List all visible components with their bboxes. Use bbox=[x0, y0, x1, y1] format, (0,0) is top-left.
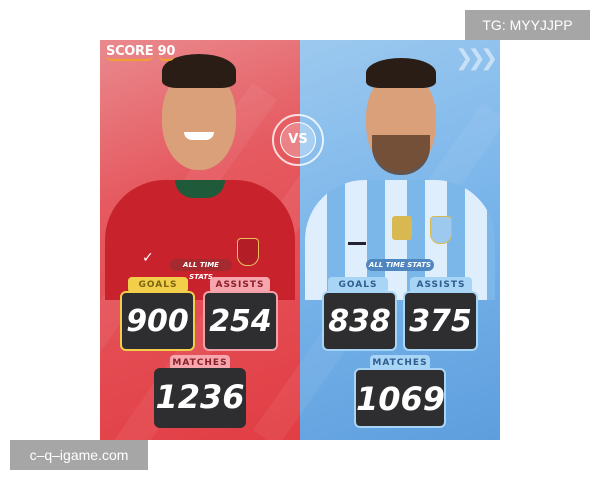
argentina-crest-icon bbox=[430, 216, 452, 244]
champion-badge-icon bbox=[392, 216, 412, 240]
player-hair bbox=[366, 58, 436, 88]
matches-tag: MATCHES bbox=[370, 355, 430, 371]
score90-logo: SCORE 90 bbox=[106, 44, 176, 61]
player-hair bbox=[162, 54, 236, 88]
matches-value: 1236 bbox=[154, 368, 246, 428]
matches-tag: MATCHES bbox=[170, 355, 230, 371]
goals-tag: GOALS bbox=[128, 277, 188, 293]
comparison-graphic: ✓ SCORE 90 ❯❯❯ VS ALL TIME STATS GOALS 9… bbox=[100, 40, 500, 440]
watermark-bottom-left: c–q–igame.com bbox=[10, 440, 148, 470]
left-player-panel: ✓ bbox=[100, 40, 348, 440]
watermark-top-right: TG: MYYJJPP bbox=[465, 10, 590, 40]
goals-tag: GOALS bbox=[328, 277, 388, 293]
all-time-stats-label: ALL TIME STATS bbox=[366, 259, 434, 271]
adidas-logo-icon bbox=[348, 230, 366, 245]
chevrons-icon: ❯❯❯ bbox=[455, 46, 498, 71]
assists-tag: ASSISTS bbox=[210, 277, 270, 293]
nike-logo-icon: ✓ bbox=[142, 250, 154, 266]
assists-value: 375 bbox=[403, 291, 478, 351]
vs-ring bbox=[272, 114, 324, 166]
portugal-crest-icon bbox=[237, 238, 259, 266]
goals-value: 838 bbox=[322, 291, 397, 351]
goals-value: 900 bbox=[120, 291, 195, 351]
assists-value: 254 bbox=[203, 291, 278, 351]
matches-value: 1069 bbox=[354, 368, 446, 428]
assists-tag: ASSISTS bbox=[410, 277, 472, 293]
vs-badge: VS bbox=[280, 122, 316, 158]
all-time-stats-label: ALL TIME STATS bbox=[170, 259, 232, 281]
